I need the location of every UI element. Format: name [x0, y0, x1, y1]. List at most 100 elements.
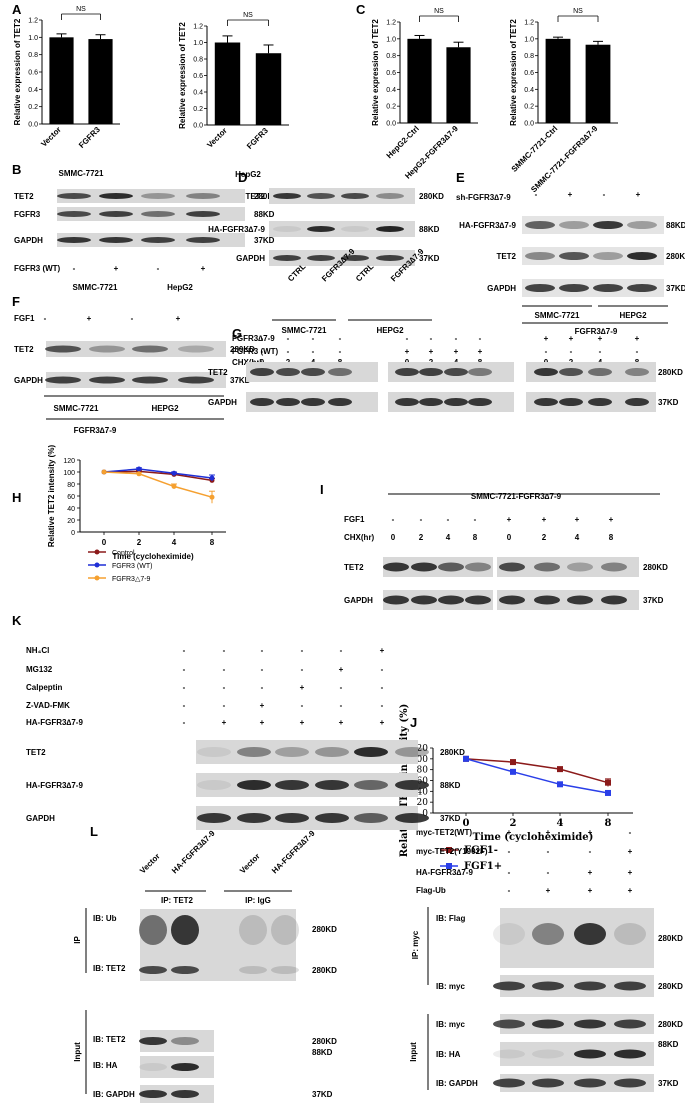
sign: +	[575, 515, 580, 524]
blot-row-label: GAPDH	[487, 284, 516, 293]
sign: -	[340, 683, 343, 692]
blot-band	[132, 345, 168, 353]
blot-row-label: TET2	[496, 252, 516, 261]
blot-band	[307, 193, 335, 199]
sign: +	[380, 718, 385, 727]
condition-label: Calpeptin	[26, 683, 63, 692]
sign: +	[87, 314, 92, 323]
blot-band	[376, 255, 404, 261]
condition-label: CHX(hr)	[344, 533, 375, 542]
chx-value: 0	[391, 533, 396, 542]
sign: -	[599, 347, 602, 356]
blot-band	[438, 595, 464, 605]
bar	[49, 37, 74, 125]
x-tick-label: 4	[557, 818, 564, 829]
x-tick-label: SMMC-7721-FGFR3∆7-9	[529, 124, 600, 195]
sign: +	[569, 334, 574, 343]
sign: +	[546, 886, 551, 895]
sign: +	[478, 347, 483, 356]
kd-label: 37KD	[658, 398, 679, 407]
group-label: HepG2	[167, 283, 193, 292]
y-tick-label: 1.2	[386, 20, 396, 27]
bar-chart-c2	[545, 38, 611, 124]
blot-band	[601, 562, 627, 572]
bar-chart-c1	[407, 38, 471, 124]
chx-value: 2	[419, 533, 424, 542]
sign: -	[340, 701, 343, 710]
kd-label: 88KD	[440, 781, 461, 790]
condition-label: FGF1	[14, 314, 35, 323]
blot-band	[532, 1049, 564, 1059]
kd-label: 37KD	[312, 1090, 333, 1099]
chx-value: 2	[542, 533, 547, 542]
panel-label-g: G	[232, 326, 242, 341]
blot-row-label: TET2	[14, 192, 34, 201]
y-tick-label: 0.4	[386, 87, 396, 94]
blot-band	[601, 595, 627, 605]
blot-band	[493, 1049, 525, 1059]
y-tick-label: 0.0	[193, 123, 203, 130]
sign: +	[546, 828, 551, 837]
kd-label: 88KD	[312, 1048, 333, 1057]
legend-label: FGFR3△7-9	[112, 576, 151, 583]
blot-row-label: IB: Flag	[436, 914, 465, 923]
condition-label: sh-FGFR3∆7-9	[456, 193, 511, 202]
kd-label: 37KD	[254, 236, 275, 245]
blot-strip	[522, 247, 664, 265]
blot-band	[559, 398, 583, 406]
blot-band	[376, 193, 404, 199]
condition-label: myc-TET2(WT)	[416, 828, 472, 837]
blot-row-label: IB: TET2	[93, 964, 126, 973]
blot-band	[301, 398, 325, 406]
blot-band	[574, 1078, 606, 1088]
blot-band	[468, 368, 492, 376]
y-axis-label: Relative expression of TET2	[13, 18, 22, 125]
sign: -	[570, 347, 573, 356]
footer-label: FGFR3∆7-9	[74, 426, 117, 435]
kd-label: 280KD	[254, 192, 279, 201]
chx-value: 8	[609, 533, 614, 542]
blot-band	[376, 226, 404, 232]
sign: +	[588, 886, 593, 895]
sign: +	[429, 347, 434, 356]
legend-marker	[94, 575, 100, 581]
sign: -	[183, 683, 186, 692]
y-tick-label: 0.6	[386, 70, 396, 77]
sign: -	[223, 665, 226, 674]
blot-band	[383, 595, 409, 605]
sign: +	[507, 828, 512, 837]
kd-label: 88KD	[666, 221, 685, 230]
blot-band	[534, 368, 558, 376]
blot-band	[301, 368, 325, 376]
blot-band	[395, 747, 429, 757]
sign: +	[568, 190, 573, 199]
blot-band	[99, 211, 133, 217]
blot-row-label: TET2	[26, 748, 46, 757]
condition-label: myc-TET2(Y1902F)	[416, 847, 488, 856]
series-line	[103, 470, 213, 482]
blot-band	[574, 1019, 606, 1029]
bar	[585, 44, 611, 123]
sign: -	[44, 314, 47, 323]
sign: -	[508, 868, 511, 877]
blot-row-label: GAPDH	[26, 814, 55, 823]
blot-band	[341, 226, 369, 232]
sign: -	[261, 347, 264, 356]
condition-label: HA-FGFR3∆7-9	[26, 718, 83, 727]
blot-row-label: IB: myc	[436, 1020, 465, 1029]
blot-row-label: FGFR3	[14, 210, 41, 219]
sign: -	[340, 646, 343, 655]
blot-row-label: HA-FGFR3∆7-9	[26, 781, 83, 790]
group-label: SMMC-7721	[535, 311, 580, 320]
blot-band	[57, 193, 91, 199]
blot-band	[99, 193, 133, 199]
y-tick-label: 0	[422, 809, 428, 819]
sign: -	[301, 665, 304, 674]
blot-band	[45, 376, 81, 384]
blot-band	[139, 1037, 167, 1045]
blot-band	[237, 780, 271, 790]
legend-marker	[446, 863, 452, 869]
data-point	[101, 469, 107, 475]
y-tick-label: 1.2	[193, 24, 203, 31]
